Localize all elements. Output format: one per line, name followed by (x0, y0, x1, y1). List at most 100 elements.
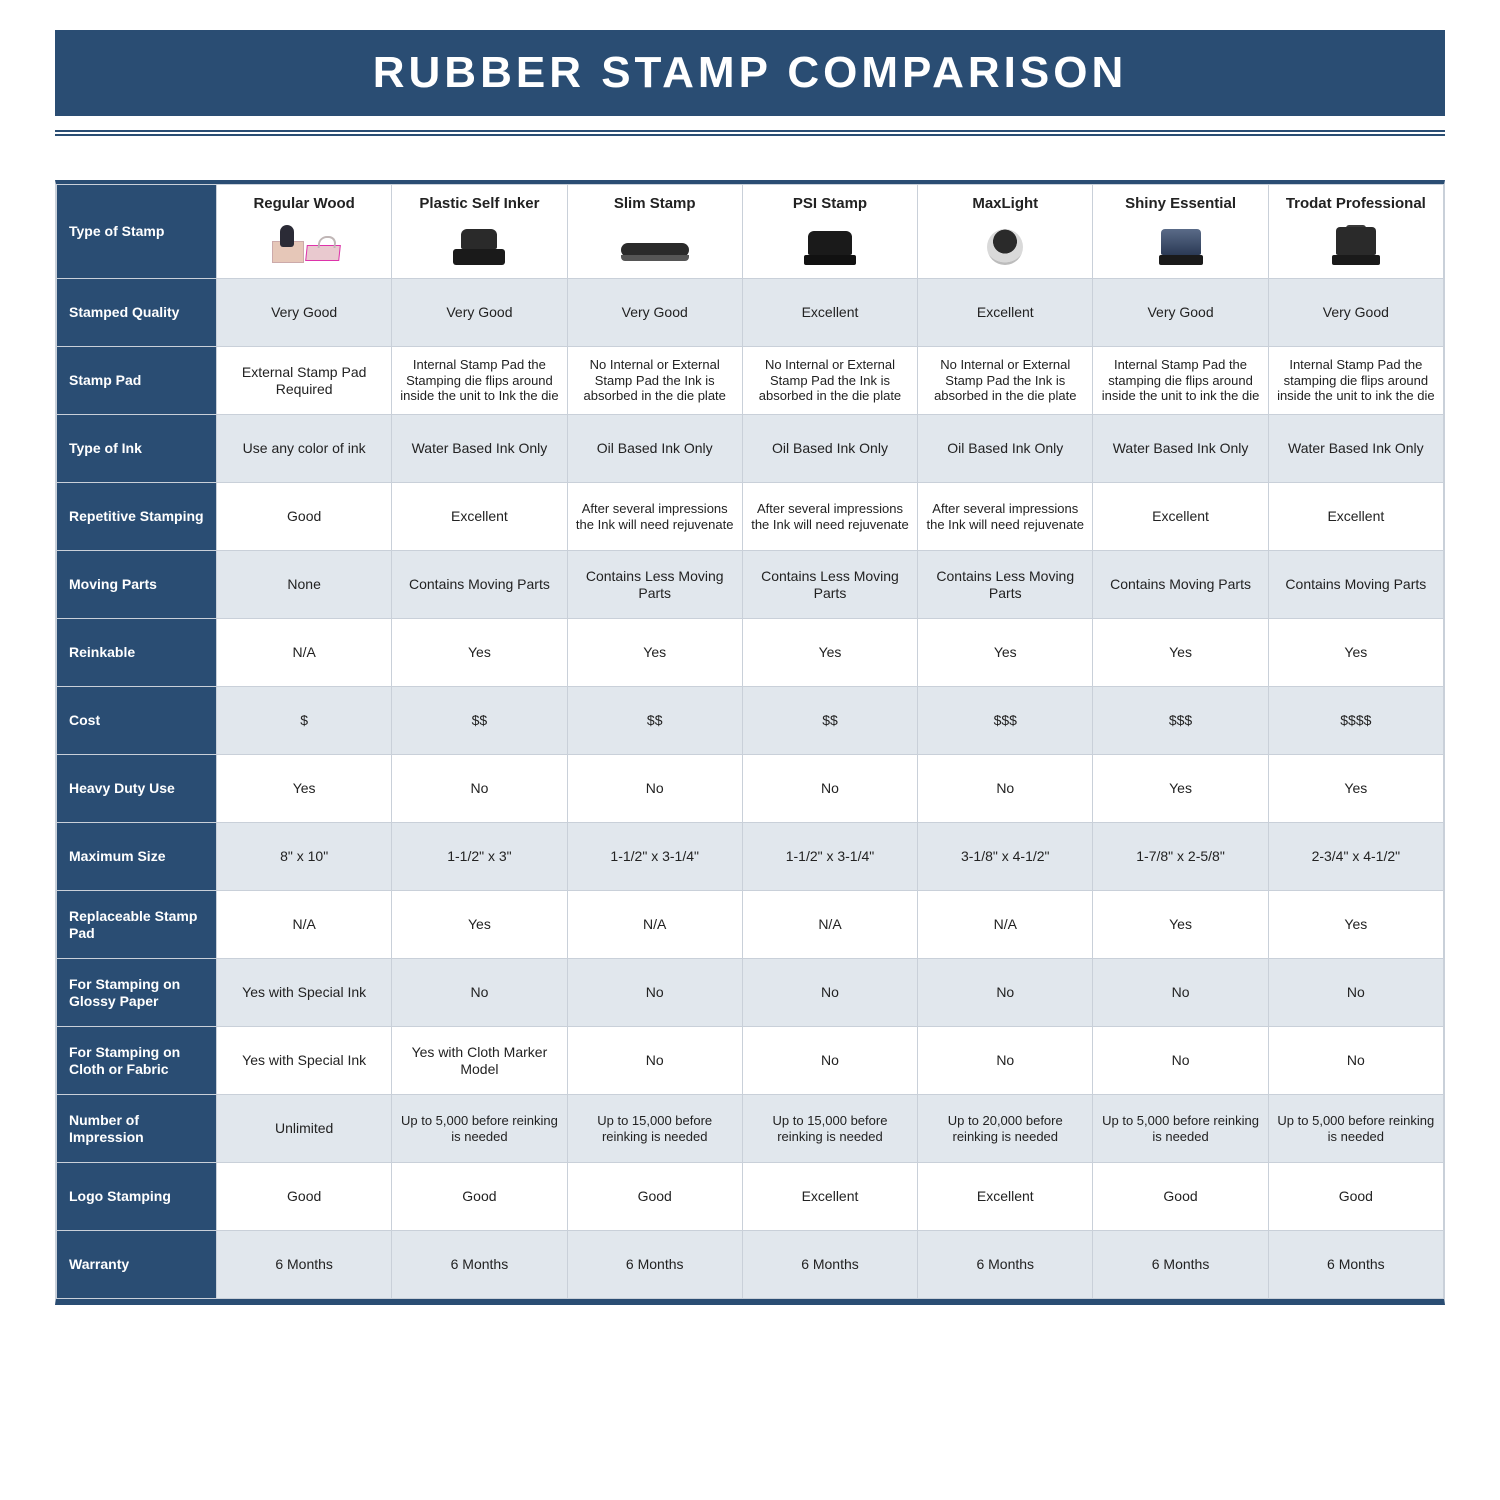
col-label: PSI Stamp (749, 195, 911, 213)
table-cell: 1-1/2" x 3" (392, 823, 567, 891)
table-body: Stamped QualityVery GoodVery GoodVery Go… (57, 279, 1444, 1299)
table-cell: Contains Less Moving Parts (742, 551, 917, 619)
table-cell: No Internal or External Stamp Pad the In… (918, 347, 1093, 415)
table-cell: 2-3/4" x 4-1/2" (1268, 823, 1443, 891)
table-row: Number of ImpressionUnlimitedUp to 5,000… (57, 1095, 1444, 1163)
table-cell: No (567, 755, 742, 823)
table-cell: No (1093, 959, 1268, 1027)
row-label: Logo Stamping (57, 1163, 217, 1231)
col-head-regular-wood: Regular Wood (217, 185, 392, 279)
table-cell: Use any color of ink (217, 415, 392, 483)
table-cell: Excellent (742, 279, 917, 347)
table-cell: 3-1/8" x 4-1/2" (918, 823, 1093, 891)
table-cell: No (567, 959, 742, 1027)
row-label: Stamped Quality (57, 279, 217, 347)
table-cell: 6 Months (918, 1231, 1093, 1299)
table-cell: Yes (918, 619, 1093, 687)
row-label: Reinkable (57, 619, 217, 687)
col-head-shiny-essential: Shiny Essential (1093, 185, 1268, 279)
table-cell: Very Good (1268, 279, 1443, 347)
table-cell: Contains Moving Parts (1093, 551, 1268, 619)
table-cell: Water Based Ink Only (1093, 415, 1268, 483)
table-cell: Yes (742, 619, 917, 687)
table-cell: Internal Stamp Pad the Stamping die flip… (392, 347, 567, 415)
table-cell: Very Good (1093, 279, 1268, 347)
table-cell: External Stamp Pad Required (217, 347, 392, 415)
table-row: Maximum Size8" x 10"1-1/2" x 3"1-1/2" x … (57, 823, 1444, 891)
table-cell: No (742, 755, 917, 823)
table-cell: No (1268, 1027, 1443, 1095)
table-cell: 8" x 10" (217, 823, 392, 891)
stamp-shiny-icon (1141, 223, 1221, 267)
table-cell: Oil Based Ink Only (918, 415, 1093, 483)
table-row: Replaceable Stamp PadN/AYesN/AN/AN/AYesY… (57, 891, 1444, 959)
table-cell: No (392, 755, 567, 823)
table-cell: Contains Moving Parts (392, 551, 567, 619)
table-cell: $$ (392, 687, 567, 755)
corner-cell: Type of Stamp (57, 185, 217, 279)
table-cell: Yes (1268, 755, 1443, 823)
table-cell: $$$ (1093, 687, 1268, 755)
table-cell: Good (217, 1163, 392, 1231)
table-row: Heavy Duty UseYesNoNoNoNoYesYes (57, 755, 1444, 823)
table-cell: Internal Stamp Pad the stamping die flip… (1268, 347, 1443, 415)
table-cell: 6 Months (567, 1231, 742, 1299)
table-row: Type of InkUse any color of inkWater Bas… (57, 415, 1444, 483)
table-cell: N/A (742, 891, 917, 959)
table-cell: Excellent (1093, 483, 1268, 551)
comparison-table: Type of Stamp Regular Wood Plastic Self … (56, 184, 1444, 1299)
table-cell: $$ (742, 687, 917, 755)
col-label: Plastic Self Inker (398, 195, 560, 213)
table-cell: Oil Based Ink Only (742, 415, 917, 483)
table-cell: No (742, 959, 917, 1027)
table-cell: After several impressions the Ink will n… (918, 483, 1093, 551)
table-cell: Good (392, 1163, 567, 1231)
table-cell: Yes with Special Ink (217, 1027, 392, 1095)
table-cell: Yes (217, 755, 392, 823)
col-head-trodat-professional: Trodat Professional (1268, 185, 1443, 279)
table-cell: Good (217, 483, 392, 551)
table-cell: Good (567, 1163, 742, 1231)
table-cell: No (918, 959, 1093, 1027)
table-cell: Water Based Ink Only (1268, 415, 1443, 483)
table-cell: Yes with Cloth Marker Model (392, 1027, 567, 1095)
table-cell: Up to 5,000 before reinking is needed (392, 1095, 567, 1163)
table-cell: Very Good (567, 279, 742, 347)
table-cell: No Internal or External Stamp Pad the In… (742, 347, 917, 415)
table-cell: Contains Less Moving Parts (918, 551, 1093, 619)
col-head-slim-stamp: Slim Stamp (567, 185, 742, 279)
table-cell: Water Based Ink Only (392, 415, 567, 483)
row-label: Repetitive Stamping (57, 483, 217, 551)
stamp-self-inker-icon (439, 223, 519, 267)
table-row: For Stamping on Cloth or FabricYes with … (57, 1027, 1444, 1095)
row-label: Warranty (57, 1231, 217, 1299)
table-cell: Yes (392, 891, 567, 959)
table-row: Stamped QualityVery GoodVery GoodVery Go… (57, 279, 1444, 347)
table-cell: Up to 15,000 before reinking is needed (742, 1095, 917, 1163)
table-cell: No (742, 1027, 917, 1095)
table-cell: 6 Months (1268, 1231, 1443, 1299)
table-cell: Good (1268, 1163, 1443, 1231)
table-cell: No (1093, 1027, 1268, 1095)
table-cell: No (918, 1027, 1093, 1095)
col-head-maxlight: MaxLight (918, 185, 1093, 279)
table-row: Moving PartsNoneContains Moving PartsCon… (57, 551, 1444, 619)
table-row: Repetitive StampingGood ExcellentAfter se… (57, 483, 1444, 551)
table-cell: Up to 5,000 before reinking is needed (1093, 1095, 1268, 1163)
table-cell: N/A (567, 891, 742, 959)
table-cell: Excellent (918, 1163, 1093, 1231)
table-cell: $ (217, 687, 392, 755)
table-cell: Yes (1268, 891, 1443, 959)
table-cell: Contains Moving Parts (1268, 551, 1443, 619)
table-cell: Up to 15,000 before reinking is needed (567, 1095, 742, 1163)
table-cell: No Internal or External Stamp Pad the In… (567, 347, 742, 415)
row-label: Replaceable Stamp Pad (57, 891, 217, 959)
table-row: Logo StampingGoodGoodGoodExcellentExcell… (57, 1163, 1444, 1231)
row-label: Number of Impression (57, 1095, 217, 1163)
title-rule (55, 130, 1445, 136)
row-label: Cost (57, 687, 217, 755)
table-cell: Up to 5,000 before reinking is needed (1268, 1095, 1443, 1163)
table-cell: $$ (567, 687, 742, 755)
table-cell: 1-1/2" x 3-1/4" (742, 823, 917, 891)
table-row: For Stamping on Glossy PaperYes with Spe… (57, 959, 1444, 1027)
